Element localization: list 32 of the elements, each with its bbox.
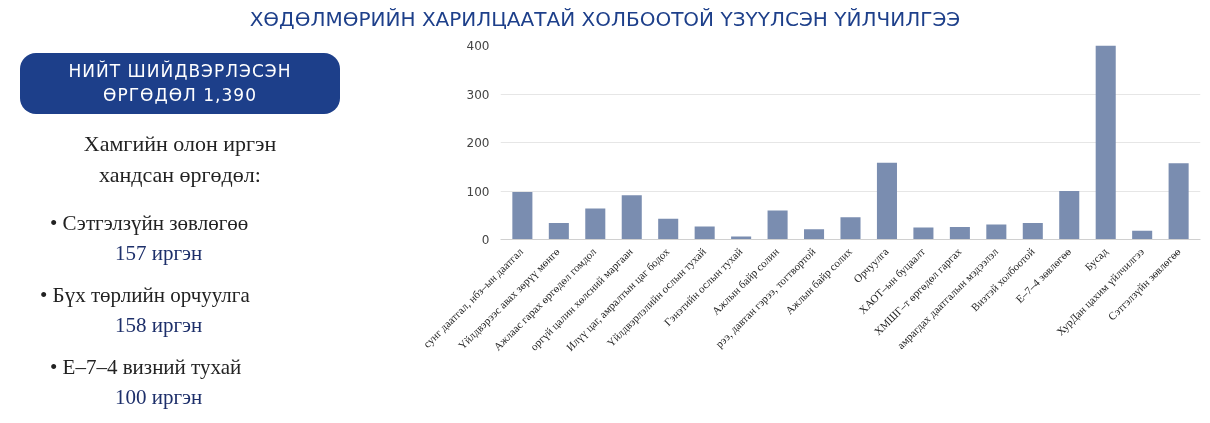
- bar: [694, 226, 715, 240]
- bar: [621, 195, 642, 240]
- bar: [1168, 163, 1189, 240]
- y-tick-label: 200: [466, 136, 490, 150]
- y-tick-label: 300: [466, 87, 490, 102]
- bar: [585, 208, 606, 240]
- bar: [658, 218, 679, 240]
- bar: [840, 217, 861, 240]
- bar: [876, 162, 897, 240]
- text: НИЙТ ШИЙДВЭРЛЭСЭН ӨРГӨДӨЛ 1,390: [20, 53, 340, 114]
- bar: [804, 229, 825, 240]
- y-tick-label: 0: [481, 233, 490, 247]
- bar: [1059, 191, 1080, 240]
- text: Хамгийн олон иргэн хандсан өргөдөл:: [82, 129, 278, 189]
- bar: [913, 227, 934, 240]
- bar: [986, 224, 1007, 240]
- text: • Сэтгэлзүйн зөвлөгөө: [50, 211, 249, 236]
- chart-title: ХӨДӨЛМӨРИЙН ХАРИЛЦААТАЙ ХОЛБООТОЙ ҮЗҮҮЛСЭН ҮЙЛЧИЛГЭЭ: [248, 6, 962, 33]
- text: • Е–7–4 визний тухай: [50, 355, 242, 380]
- bar: [1022, 223, 1043, 240]
- bar: [949, 226, 970, 240]
- bar: [1095, 45, 1116, 240]
- bar: [1132, 230, 1153, 240]
- text: 157 иргэн: [115, 241, 203, 266]
- y-tick-label: 400: [466, 39, 490, 53]
- bar: [512, 191, 533, 240]
- y-tick-label: 100: [466, 184, 490, 199]
- bar: [767, 210, 788, 240]
- text: • Бүх төрлийн орчуулга: [40, 283, 250, 308]
- text: 158 иргэн: [115, 313, 203, 338]
- bar: [548, 223, 569, 240]
- text: 100 иргэн: [115, 385, 203, 410]
